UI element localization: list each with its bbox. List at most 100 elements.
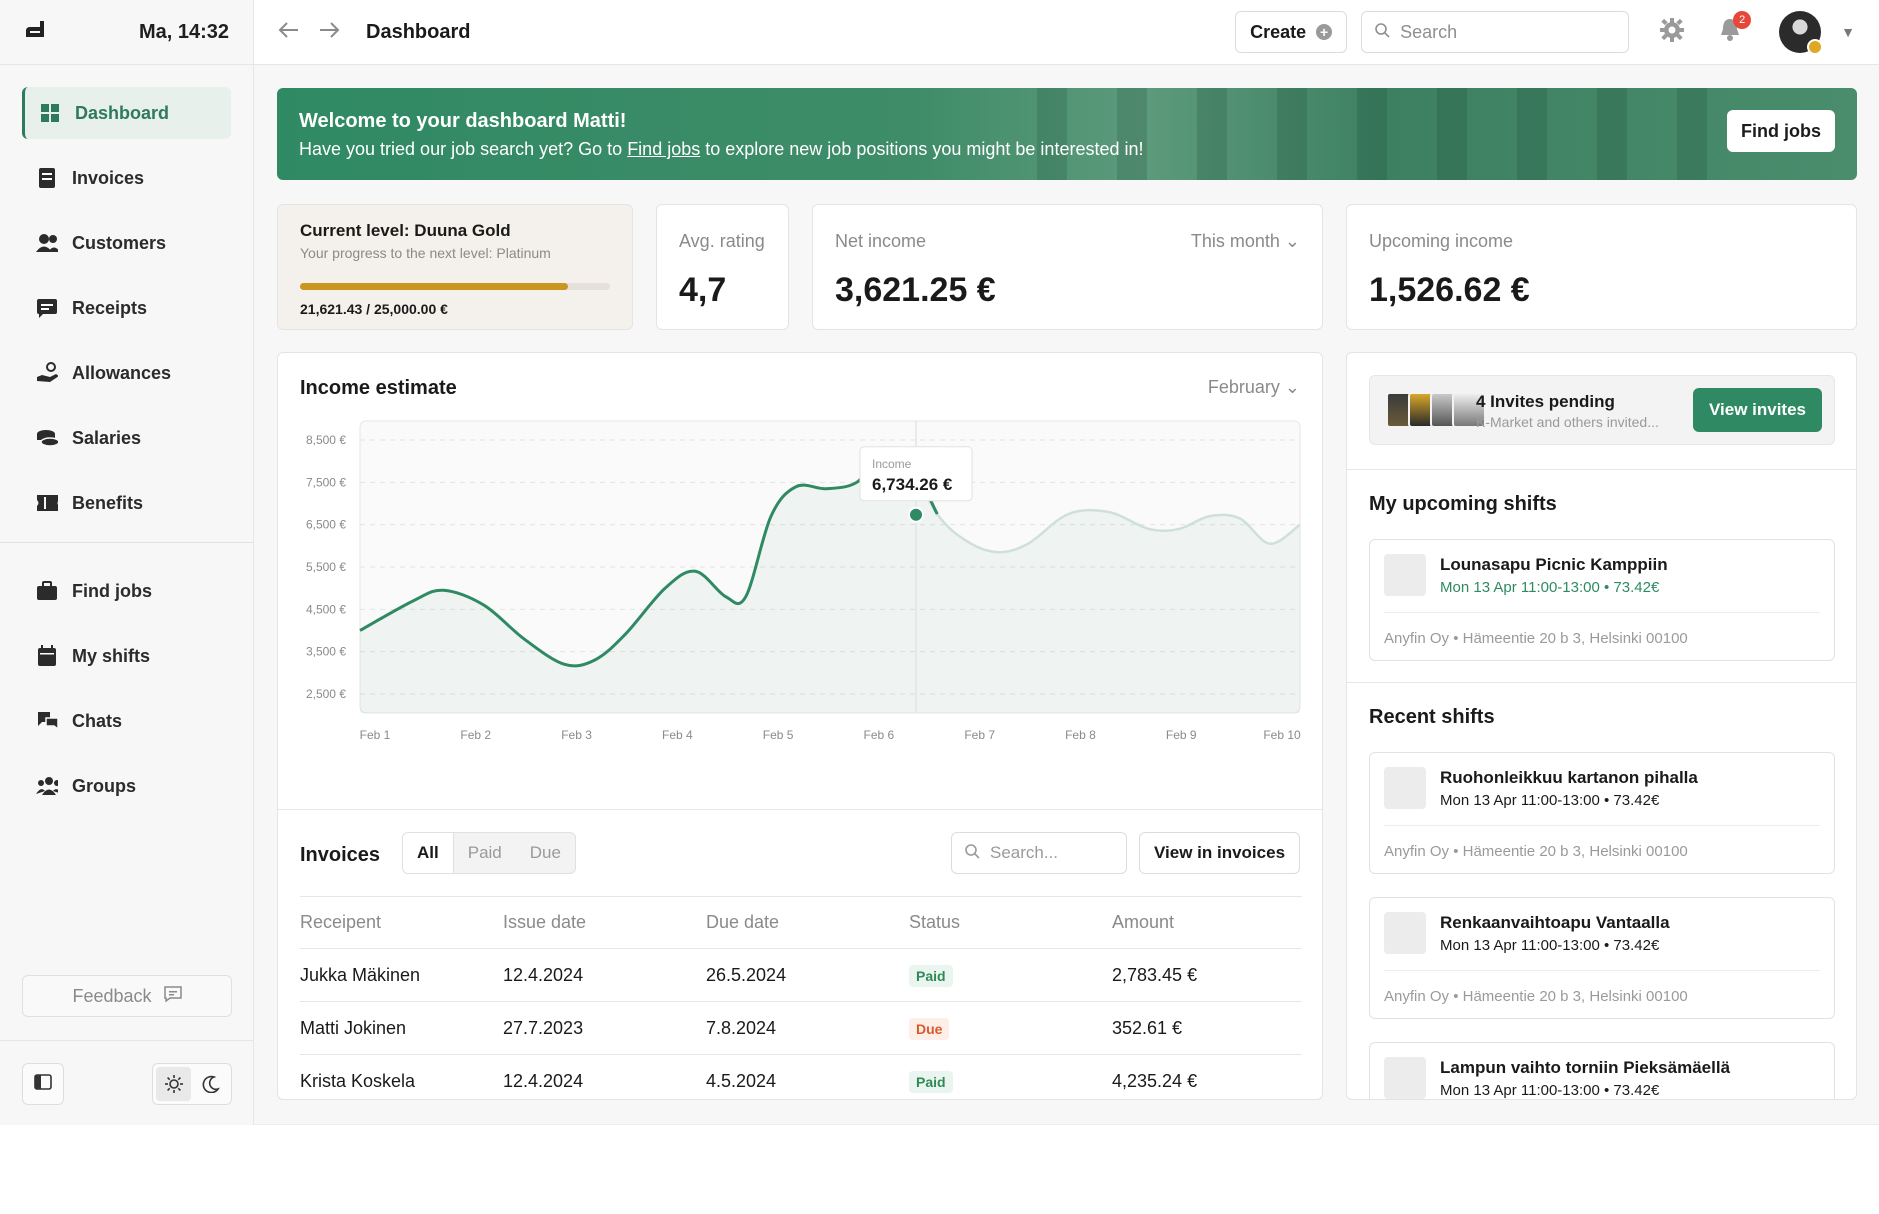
income-title: Income estimate xyxy=(300,377,457,399)
app-logo[interactable] xyxy=(24,18,48,46)
comment-icon xyxy=(163,985,182,1007)
sidebar-item-allowances[interactable]: Allowances xyxy=(22,347,231,399)
forward-arrow-icon[interactable] xyxy=(318,19,340,45)
sidebar-item-label: Find jobs xyxy=(72,580,152,601)
dashboard-icon xyxy=(39,102,61,124)
y-tick-label: 5,500 € xyxy=(306,560,346,574)
x-tick-label: Feb 1 xyxy=(360,728,391,742)
recipient-cell: Krista Koskela xyxy=(300,1054,503,1099)
sidebar-item-salaries[interactable]: Salaries xyxy=(22,412,231,464)
invoice-search-input[interactable]: Search... xyxy=(951,832,1127,874)
sidebar-item-label: Groups xyxy=(72,775,137,796)
invites-title: 4 Invites pending xyxy=(1476,392,1615,411)
toggle-sidebar-button[interactable] xyxy=(22,1063,64,1105)
sidebar-item-invoices[interactable]: Invoices xyxy=(22,152,231,204)
sidebar-item-my-shifts[interactable]: My shifts xyxy=(22,630,231,682)
sidebar-item-find-jobs[interactable]: Find jobs xyxy=(22,565,231,617)
search-icon xyxy=(1374,22,1390,43)
filter-paid[interactable]: Paid xyxy=(467,843,502,862)
sidebar: Ma, 14:32 Dashboard Invoices Customers R… xyxy=(0,0,254,1125)
sidebar-item-label: My shifts xyxy=(72,645,151,666)
create-label: Create xyxy=(1250,21,1307,42)
upcoming-income-card: Upcoming income 1,526.62 € xyxy=(1346,204,1857,330)
view-invites-button[interactable]: View invites xyxy=(1692,388,1822,432)
sidebar-item-label: Customers xyxy=(72,232,167,253)
inviter-logo xyxy=(1408,392,1434,428)
banner-text-start: Have you tried our job search yet? Go to xyxy=(299,139,628,159)
feedback-label: Feedback xyxy=(72,985,152,1006)
sidebar-item-label: Salaries xyxy=(72,427,142,448)
column-header[interactable]: Status xyxy=(909,896,1112,949)
net-income-value: 3,621.25 € xyxy=(835,271,996,309)
divider xyxy=(1384,970,1820,971)
y-tick-label: 7,500 € xyxy=(306,475,346,489)
settings-button[interactable] xyxy=(1657,17,1687,47)
rating-card: Avg. rating 4,7 xyxy=(656,204,789,330)
shift-card[interactable]: Ruohonleikkuu kartanon pihalla Mon 13 Ap… xyxy=(1369,752,1835,874)
history-nav xyxy=(278,19,340,45)
avatar[interactable] xyxy=(1779,11,1824,55)
shift-card[interactable]: Lounasapu Picnic Kamppiin Mon 13 Apr 11:… xyxy=(1369,539,1835,661)
due-date-cell: 4.5.2024 xyxy=(706,1054,909,1099)
month-select[interactable]: February ⌄ xyxy=(1208,377,1300,398)
view-in-invoices-button[interactable]: View in invoices xyxy=(1139,832,1301,874)
column-header[interactable]: Receipent xyxy=(300,896,503,949)
issue-date-cell: 12.4.2024 xyxy=(503,948,706,1002)
rating-label: Avg. rating xyxy=(679,231,765,251)
shift-time: Mon 13 Apr 11:00-13:00 • 73.42€ xyxy=(1440,1082,1660,1099)
level-title: Current level: Duuna Gold xyxy=(300,221,511,240)
period-select[interactable]: This month ⌄ xyxy=(1191,231,1300,252)
y-tick-label: 8,500 € xyxy=(306,433,346,447)
filter-all[interactable]: All xyxy=(403,833,454,873)
column-header[interactable]: Amount xyxy=(1112,896,1302,949)
income-chart: 8,500 € 7,500 € 6,500 € 5,500 € 4,500 € 3,500… xyxy=(306,420,1301,742)
shift-card[interactable]: Lampun vaihto torniin Pieksämäellä Mon 1… xyxy=(1369,1042,1835,1099)
table-row[interactable]: Krista Koskela 12.4.2024 4.5.2024 Paid 4… xyxy=(300,1054,1302,1099)
shift-time: Mon 13 Apr 11:00-13:00 • 73.42€ xyxy=(1440,579,1660,596)
table-row[interactable]: Matti Jokinen 27.7.2023 7.8.2024 Due 352… xyxy=(300,1001,1302,1055)
back-arrow-icon[interactable] xyxy=(278,19,300,45)
sidebar-item-customers[interactable]: Customers xyxy=(22,217,231,269)
ticket-icon xyxy=(36,492,58,514)
x-tick-label: Feb 4 xyxy=(662,728,693,742)
y-tick-label: 2,500 € xyxy=(306,687,346,701)
due-date-cell: 26.5.2024 xyxy=(706,948,909,1002)
invites-subtitle: K-Market and others invited... xyxy=(1476,414,1659,430)
moon-icon xyxy=(193,1067,228,1101)
amount-cell: 352.61 € xyxy=(1112,1001,1302,1055)
column-header[interactable]: Due date xyxy=(706,896,909,949)
filter-due[interactable]: Due xyxy=(529,843,561,862)
banner-text-end: to explore new job positions you might b… xyxy=(700,139,1144,159)
level-card: Current level: Duuna Gold Your progress … xyxy=(277,204,633,330)
find-jobs-button[interactable]: Find jobs xyxy=(1727,110,1835,152)
sidebar-item-chats[interactable]: Chats xyxy=(22,695,231,747)
dark-mode-button[interactable] xyxy=(193,1067,228,1101)
sidebar-item-receipts[interactable]: Receipts xyxy=(22,282,231,334)
y-tick-label: 6,500 € xyxy=(306,518,346,532)
shift-name: Ruohonleikkuu kartanon pihalla xyxy=(1440,768,1698,787)
shift-card[interactable]: Renkaanvaihtoapu Vantaalla Mon 13 Apr 11… xyxy=(1369,897,1835,1019)
light-mode-button[interactable] xyxy=(156,1067,191,1101)
chart-series-line-future xyxy=(905,456,1301,554)
banner-background-image xyxy=(1037,88,1737,180)
column-header[interactable]: Issue date xyxy=(503,896,706,949)
shift-thumbnail xyxy=(1384,1057,1426,1099)
sidebar-item-groups[interactable]: Groups xyxy=(22,760,231,812)
feedback-button[interactable]: Feedback xyxy=(22,975,232,1017)
global-search-input[interactable]: Search xyxy=(1361,11,1630,53)
sidebar-item-dashboard[interactable]: Dashboard xyxy=(22,87,231,139)
sidebar-item-benefits[interactable]: Benefits xyxy=(22,477,231,529)
find-jobs-link[interactable]: Find jobs xyxy=(627,139,701,159)
amount-cell: 2,783.45 € xyxy=(1112,948,1302,1002)
allowance-hand-icon xyxy=(36,362,58,384)
briefcase-icon xyxy=(36,580,58,602)
create-button[interactable]: Create + xyxy=(1235,11,1348,53)
notifications-button[interactable]: 2 xyxy=(1715,11,1752,47)
table-row[interactable]: Jukka Mäkinen 12.4.2024 26.5.2024 Paid 2… xyxy=(300,948,1302,1002)
chevron-down-icon[interactable]: ▼ xyxy=(1841,24,1855,40)
x-tick-label: Feb 5 xyxy=(763,728,794,742)
status-badge: Paid xyxy=(909,964,953,987)
rating-value: 4,7 xyxy=(679,271,727,309)
chart-tooltip xyxy=(859,446,973,502)
recipient-cell: Matti Jokinen xyxy=(300,1001,503,1055)
